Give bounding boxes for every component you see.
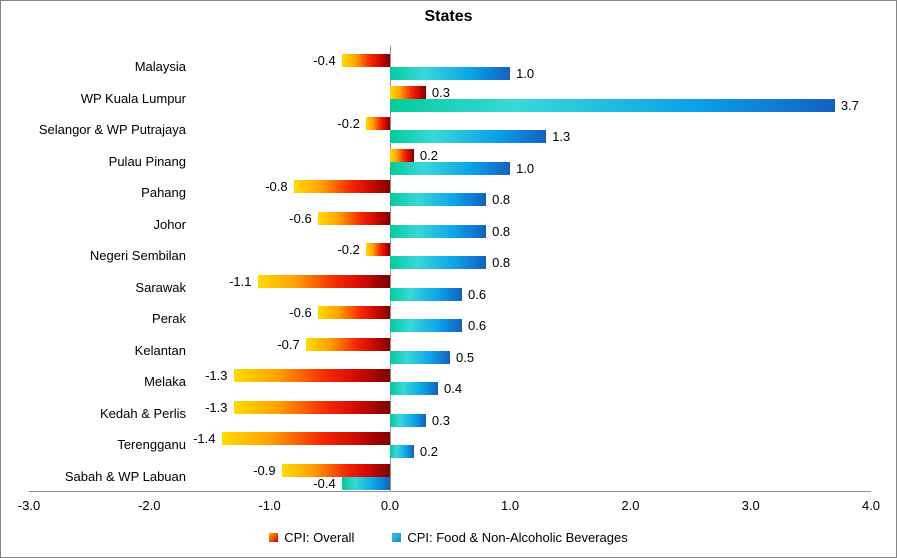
chart-title: States: [424, 8, 473, 25]
overall-series-swatch-icon: [269, 533, 279, 542]
food-bar: [389, 382, 438, 395]
food-bar: [389, 445, 414, 458]
value-label: -1.3: [205, 368, 228, 383]
food-bar: [389, 350, 450, 364]
x-axis-tick-label: 4.0: [861, 498, 881, 513]
overall-bar: [317, 306, 390, 319]
food-series-swatch-icon: [392, 533, 402, 542]
value-label: 3.7: [840, 97, 859, 113]
food-bar: [389, 193, 487, 206]
plot-area: -0.4 1.0 0.3 3.7 -0.2 1.3 0.2 1.0 -0.8 0.8 -0.6 0.8…: [18, 46, 880, 513]
legend-label-food: CPI: Food & Non-Alcoholic Beverages: [407, 530, 628, 545]
value-label: 0.3: [431, 412, 450, 428]
value-label: -1.3: [205, 399, 228, 415]
food-bar: [389, 161, 511, 175]
overall-bar: [257, 274, 390, 288]
category-label: Sarawak: [135, 279, 186, 295]
food-bar: [389, 413, 426, 427]
food-bar: [389, 319, 463, 332]
overall-bar: [233, 400, 390, 414]
value-label: -0.6: [289, 210, 312, 226]
chart-legend: CPI: Overall CPI: Food & Non-Alcoholic B…: [1, 530, 896, 545]
value-label: -0.8: [265, 179, 288, 194]
category-label: Terengganu: [117, 437, 186, 453]
overall-bar: [305, 337, 390, 351]
x-axis-tick-label: 0.0: [380, 498, 399, 513]
value-label: 1.0: [516, 66, 535, 81]
value-label: -0.7: [277, 336, 300, 352]
value-label: 1.3: [552, 129, 571, 144]
x-axis-tick-label: 2.0: [621, 498, 640, 513]
overall-bar: [233, 369, 390, 382]
legend-label-overall: CPI: Overall: [284, 530, 355, 545]
value-label: 0.8: [492, 223, 511, 239]
category-label: Pulau Pinang: [108, 153, 186, 169]
value-label: -0.4: [313, 53, 336, 68]
value-label: 0.2: [419, 147, 438, 163]
value-label: -0.4: [313, 475, 336, 491]
food-bar: [389, 224, 487, 238]
value-label: 0.8: [492, 255, 511, 270]
x-axis-tick-label: -3.0: [17, 498, 41, 513]
category-label: Perak: [152, 311, 186, 327]
food-bar: [389, 256, 487, 269]
overall-bar: [365, 117, 390, 130]
value-label: -1.4: [193, 431, 216, 446]
value-label: 0.6: [468, 286, 487, 302]
overall-bar: [281, 463, 390, 477]
food-bar: [341, 476, 390, 490]
category-label: Sabah & WP Labuan: [64, 468, 186, 484]
overall-bar: [389, 148, 414, 162]
value-label: 0.4: [444, 381, 463, 396]
category-label: Selangor & WP Putrajaya: [38, 122, 186, 138]
x-axis-tick-label: 1.0: [501, 498, 520, 513]
x-axis-tick-label: -1.0: [258, 498, 281, 513]
food-bar: [389, 287, 463, 301]
category-label: Kelantan: [134, 342, 186, 358]
overall-bar: [221, 432, 390, 445]
food-bar: [389, 98, 835, 112]
value-label: 0.8: [492, 192, 511, 207]
value-label: 0.3: [431, 84, 450, 100]
value-label: 0.2: [419, 444, 438, 459]
value-label: -0.6: [289, 305, 312, 320]
value-label: 0.5: [456, 349, 475, 365]
x-axis-line: [29, 491, 871, 492]
category-axis: Malaysia WP Kuala Lumpur Selangor & WP Put…: [1, 46, 186, 492]
category-label: Pahang: [141, 185, 186, 201]
category-label: Melaka: [144, 374, 186, 390]
overall-bar: [293, 180, 390, 193]
food-bar: [389, 130, 547, 143]
x-axis-tick-label: 3.0: [741, 498, 760, 513]
category-label: Negeri Sembilan: [89, 248, 186, 264]
category-label: WP Kuala Lumpur: [80, 90, 186, 106]
overall-bar: [365, 243, 390, 256]
x-axis-tick-label: -2.0: [138, 498, 161, 513]
value-label: -0.2: [337, 116, 360, 131]
value-label: 1.0: [516, 160, 535, 176]
food-bar: [389, 67, 511, 80]
category-label: Malaysia: [134, 59, 186, 75]
legend-item-food: CPI: Food & Non-Alcoholic Beverages: [392, 530, 628, 545]
value-label: 0.6: [468, 318, 487, 333]
legend-item-overall: CPI: Overall: [269, 530, 354, 545]
category-label: Kedah & Perlis: [100, 405, 186, 421]
value-label: -0.2: [337, 242, 360, 257]
value-label: -1.1: [229, 273, 252, 289]
overall-bar: [389, 85, 426, 99]
overall-bar: [317, 211, 390, 225]
category-label: Johor: [153, 216, 186, 232]
overall-bar: [341, 54, 390, 67]
zero-axis-line: [389, 46, 391, 492]
value-label: -0.9: [253, 462, 276, 478]
